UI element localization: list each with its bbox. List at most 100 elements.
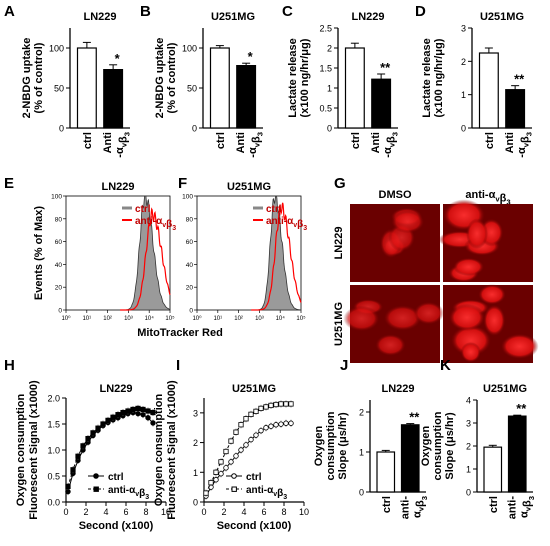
y-tick-label: 2 (359, 408, 364, 418)
x-tick-label: 2 (83, 507, 88, 517)
x-axis-label: Second (x100) (217, 520, 292, 532)
bar (76, 47, 97, 129)
x-tick-label: 4 (241, 507, 246, 517)
panel-letter-K: K (440, 357, 451, 374)
x-tick-label: 10³ (124, 316, 133, 322)
y-axis-label: (x100 ng/hr/μg) (299, 38, 311, 117)
y-tick-label: 0 (189, 308, 193, 315)
y-tick-label: 1.5 (47, 420, 60, 430)
y-axis-label: consumption (432, 411, 444, 480)
legend-label-ctrl: ctrl (266, 204, 282, 215)
data-point (145, 415, 151, 421)
y-tick-label: 0 (466, 488, 471, 498)
y-axis-label: Oxygen consumption (15, 393, 27, 506)
y-axis-label: Fluorescent Signal (x1000) (166, 380, 178, 520)
column-header: anti-αvβ3 (465, 189, 510, 207)
shared-x-axis-label: MitoTracker Red (137, 327, 223, 339)
bar (505, 89, 526, 129)
x-tick-label: 10² (234, 316, 243, 322)
data-point (80, 443, 86, 449)
data-point (115, 412, 121, 418)
x-category-label: Anti (235, 132, 247, 153)
y-tick-label: 0 (59, 124, 64, 134)
plot-frame (196, 195, 302, 311)
chart-title: LN229 (381, 383, 414, 395)
y-tick-label: 4 (466, 396, 471, 406)
y-axis-label: Fluorescent Signal (x1000) (28, 380, 40, 520)
data-point (278, 421, 284, 427)
data-point (110, 414, 116, 420)
x-tick-label: 10¹ (82, 316, 91, 322)
y-tick-label: 3 (193, 408, 198, 418)
chart-title: U251MG (232, 383, 276, 395)
histogram-F: 0 20 40 60 80 100 10⁰ 10¹ 10² 10³ 10⁴ 10⁵ U251MG ctrl… (182, 181, 307, 322)
x-tick-label: 10 (299, 507, 309, 517)
row-header: U251MG (333, 302, 345, 346)
cell (343, 305, 380, 332)
data-point (100, 421, 106, 427)
significance-mark: * (115, 51, 121, 66)
bar (103, 68, 124, 129)
significance-mark: ** (380, 60, 391, 75)
data-point (120, 409, 126, 416)
data-point (223, 465, 229, 471)
y-axis-label: Oxygen (313, 426, 325, 467)
data-point (243, 442, 249, 448)
data-point (125, 408, 131, 414)
x-tick-label: 0 (63, 507, 68, 517)
data-point (203, 490, 209, 496)
bar (371, 78, 392, 129)
bar-chart-A: 0 50 100 LN229 ctrl * Anti-αvβ3 2-NBDG uptake (%… (21, 11, 132, 158)
data-point (140, 406, 146, 413)
data-point (268, 402, 274, 409)
x-tick-label: 0 (201, 507, 206, 517)
cell (391, 210, 425, 234)
legend-marker-treated (93, 486, 99, 492)
x-category-label: αvβ3 (411, 496, 429, 518)
x-category-label: -αvβ3 (114, 132, 132, 158)
data-point (238, 447, 244, 453)
legend-marker-treated (231, 486, 237, 492)
bar (507, 415, 527, 493)
cell (478, 284, 506, 305)
legend-label-treated: anti-αvβ3 (246, 485, 287, 501)
y-axis-label: Lactate release (421, 38, 433, 118)
y-axis-label: Oxygen (420, 426, 432, 467)
cell (500, 333, 539, 360)
cell (448, 303, 486, 332)
chart-title: LN229 (101, 181, 134, 193)
x-tick-label: 10⁰ (61, 315, 71, 322)
bar (376, 451, 396, 493)
y-tick-label: 0 (192, 124, 197, 134)
data-point (95, 425, 101, 431)
histogram-treated (120, 207, 171, 311)
cell (483, 304, 506, 337)
y-tick-label: 100 (49, 44, 64, 54)
x-tick-label: 10 (161, 507, 171, 517)
chart-title: LN229 (99, 383, 132, 395)
panel-letter-E: E (4, 175, 14, 192)
data-point (258, 427, 264, 434)
plot-frame (65, 195, 171, 311)
bar (209, 47, 230, 129)
x-tick-label: 10³ (255, 316, 264, 322)
y-axis-label: consumption (325, 411, 337, 480)
panel-letter-H: H (4, 357, 15, 374)
histogram-treated (251, 202, 302, 311)
x-category-label: anti- (506, 496, 518, 520)
bar-chart-D: 0 1 2 3 U251MG ctrl ** Anti-αvβ3 Lactate release… (421, 11, 534, 158)
x-tick-label: 10⁰ (192, 315, 202, 322)
x-tick-label: 10⁴ (145, 315, 155, 322)
y-tick-label: 0.0 (47, 498, 60, 508)
y-tick-label: 0.5 (319, 104, 332, 114)
chart-title: U251MG (480, 11, 524, 23)
data-point (258, 405, 264, 412)
x-category-label: αvβ3 (518, 496, 536, 518)
panel-letter-J: J (340, 357, 348, 374)
x-category-label: ctrl (215, 132, 227, 149)
panel-letter-B: B (140, 3, 151, 20)
data-point (228, 459, 234, 465)
panel-letter-C: C (282, 3, 293, 20)
y-tick-label: 1.5 (319, 64, 332, 74)
data-point (243, 416, 249, 422)
